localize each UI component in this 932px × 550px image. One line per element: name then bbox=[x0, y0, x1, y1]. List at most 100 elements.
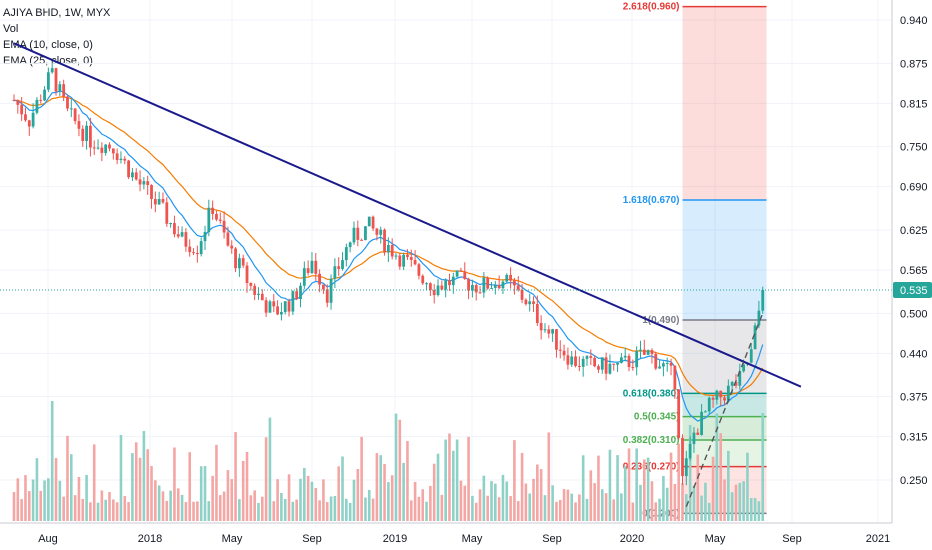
candle-body bbox=[35, 99, 39, 113]
volume-bar bbox=[207, 501, 211, 521]
volume-bar bbox=[280, 493, 283, 521]
volume-bar bbox=[589, 470, 593, 521]
candle-body bbox=[535, 303, 539, 324]
volume-bar bbox=[345, 498, 348, 521]
volume-bar bbox=[253, 490, 256, 521]
fib-level-label: 1(0.490) bbox=[642, 315, 679, 326]
time-tick-label: Sep bbox=[782, 533, 802, 545]
candle-body bbox=[264, 300, 268, 313]
candle-body bbox=[146, 181, 150, 186]
candle-body bbox=[711, 397, 715, 400]
candle-body bbox=[432, 290, 436, 296]
price-tick-label: 0.750 bbox=[900, 142, 928, 154]
candle-body bbox=[150, 185, 153, 199]
volume-bar bbox=[268, 417, 272, 521]
volume-bar bbox=[134, 442, 138, 521]
candle-body bbox=[195, 252, 199, 255]
volume-bar bbox=[73, 495, 77, 521]
volume-bar bbox=[761, 413, 765, 521]
volume-bar bbox=[707, 502, 711, 521]
price-tick-label: 0.565 bbox=[900, 265, 928, 277]
volume-bar bbox=[333, 495, 337, 521]
volume-bar bbox=[100, 490, 104, 521]
candle-body bbox=[142, 181, 146, 185]
candle-body bbox=[123, 158, 127, 161]
candle-body bbox=[24, 114, 27, 121]
volume-bar bbox=[631, 502, 635, 521]
volume-bar bbox=[249, 495, 253, 521]
volume-bar bbox=[66, 435, 69, 521]
candle-body bbox=[570, 356, 574, 365]
volume-bar bbox=[54, 458, 58, 521]
candle-body bbox=[402, 254, 406, 267]
volume-bar bbox=[738, 482, 742, 521]
candle-body bbox=[451, 276, 455, 286]
candle-body bbox=[513, 280, 516, 286]
candle-body bbox=[46, 72, 50, 90]
volume-bar bbox=[497, 497, 501, 521]
candle-body bbox=[302, 268, 306, 286]
candle-body bbox=[245, 265, 249, 283]
candle-body bbox=[558, 349, 562, 351]
candle-body bbox=[161, 199, 165, 203]
volume-bar bbox=[570, 493, 574, 521]
volume-bar bbox=[356, 468, 360, 521]
fib-level-label: 0.5(0.345) bbox=[634, 412, 680, 423]
volume-bar bbox=[154, 480, 157, 521]
volume-bar bbox=[688, 425, 692, 521]
candle-body bbox=[501, 281, 505, 289]
volume-bar bbox=[238, 499, 241, 521]
volume-bar bbox=[585, 498, 589, 521]
candle-body bbox=[585, 356, 589, 359]
candle-body bbox=[394, 255, 398, 257]
candle-body bbox=[482, 277, 486, 293]
volume-bar bbox=[16, 478, 20, 521]
candle-body bbox=[692, 432, 696, 445]
volume-bar bbox=[108, 491, 111, 521]
candle-body bbox=[673, 365, 677, 390]
candle-body bbox=[127, 160, 130, 178]
fib-level-label: 0.236(0.270) bbox=[623, 462, 680, 473]
price-tick-label: 0.315 bbox=[900, 432, 928, 444]
volume-bar bbox=[505, 481, 509, 521]
time-tick-label: Sep bbox=[302, 533, 322, 545]
candle-body bbox=[669, 362, 673, 366]
volume-bar bbox=[329, 496, 333, 521]
downtrend-line bbox=[13, 42, 802, 388]
volume-bar bbox=[467, 436, 470, 521]
candle-body bbox=[280, 312, 283, 315]
volume-bar bbox=[24, 475, 27, 521]
candle-body bbox=[650, 350, 654, 354]
fib-level-label: 1.618(0.670) bbox=[623, 195, 680, 206]
volume-bar bbox=[234, 432, 237, 521]
volume-bar bbox=[360, 436, 363, 521]
candle-body bbox=[134, 172, 138, 180]
volume-bar bbox=[398, 419, 402, 521]
volume-bar bbox=[409, 500, 413, 521]
candle-body bbox=[719, 390, 723, 398]
candle-body bbox=[406, 254, 409, 258]
candle-body bbox=[516, 285, 520, 290]
candle-body bbox=[597, 366, 600, 370]
time-tick-label: Aug bbox=[38, 533, 58, 545]
volume-bar bbox=[402, 462, 405, 521]
volume-bar bbox=[127, 502, 130, 521]
volume-bar bbox=[81, 498, 85, 521]
candle-body bbox=[43, 89, 46, 101]
candle-body bbox=[81, 128, 85, 141]
volume-bar bbox=[50, 401, 54, 521]
candle-body bbox=[333, 266, 337, 279]
candle-body bbox=[299, 285, 302, 300]
volume-bar bbox=[272, 501, 276, 521]
candle-body bbox=[352, 227, 356, 243]
candle-body bbox=[337, 266, 341, 269]
volume-bar bbox=[196, 501, 199, 521]
candle-body bbox=[131, 172, 134, 178]
volume-bar bbox=[482, 475, 486, 521]
candle-body bbox=[413, 259, 417, 265]
candle-body bbox=[260, 293, 264, 301]
candle-body bbox=[272, 301, 276, 307]
price-tick-label: 0.250 bbox=[900, 475, 928, 487]
candle-body bbox=[92, 147, 96, 149]
